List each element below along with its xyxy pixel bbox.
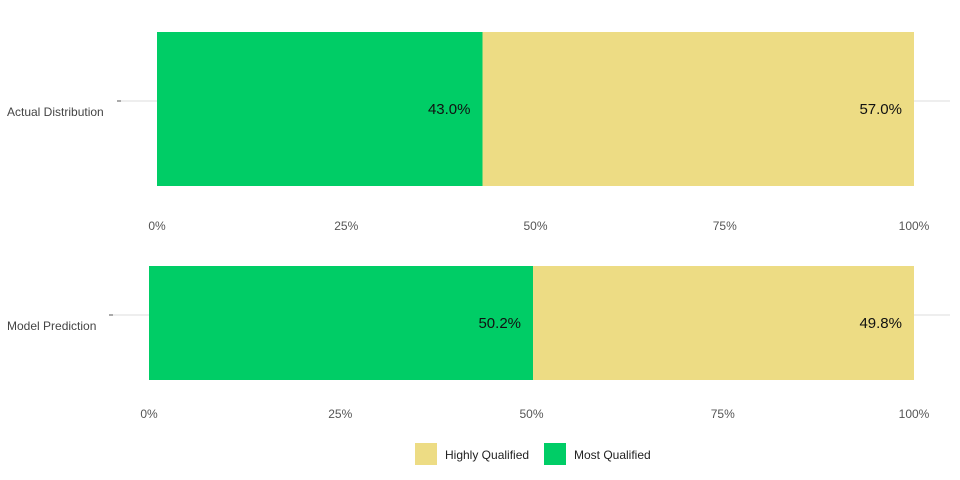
bar-highly-qualified [533, 266, 914, 380]
legend-swatch-highly-qualified [415, 443, 437, 465]
x-tick-label: 75% [713, 219, 737, 233]
data-label-highly-qualified: 57.0% [859, 101, 902, 118]
legend-label-highly-qualified: Highly Qualified [445, 448, 529, 462]
bar-most-qualified [157, 32, 483, 186]
bar-most-qualified [149, 266, 534, 380]
x-tick-label: 25% [328, 407, 352, 421]
legend: Highly Qualified Most Qualified [415, 443, 651, 465]
data-label-highly-qualified: 49.8% [859, 315, 902, 332]
x-tick-label: 0% [148, 219, 166, 233]
bar-highly-qualified [482, 32, 914, 186]
x-tick-label: 75% [711, 407, 735, 421]
x-tick-label: 100% [899, 407, 930, 421]
x-tick-label: 25% [334, 219, 358, 233]
category-label: Actual Distribution [7, 105, 104, 119]
x-tick-label: 0% [140, 407, 158, 421]
legend-swatch-most-qualified [544, 443, 566, 465]
data-label-most-qualified: 50.2% [478, 315, 521, 332]
data-label-most-qualified: 43.0% [428, 101, 471, 118]
panel-model-prediction: Model Prediction 50.2% 49.8% 0% 25% 50% 75% 100… [7, 266, 950, 421]
category-label: Model Prediction [7, 319, 96, 333]
legend-label-most-qualified: Most Qualified [574, 448, 651, 462]
x-tick-label: 50% [519, 407, 543, 421]
x-tick-label: 50% [523, 219, 547, 233]
panel-actual-distribution: Actual Distribution 43.0% 57.0% 0% 25% 50% 75%… [7, 32, 950, 233]
x-tick-label: 100% [899, 219, 930, 233]
